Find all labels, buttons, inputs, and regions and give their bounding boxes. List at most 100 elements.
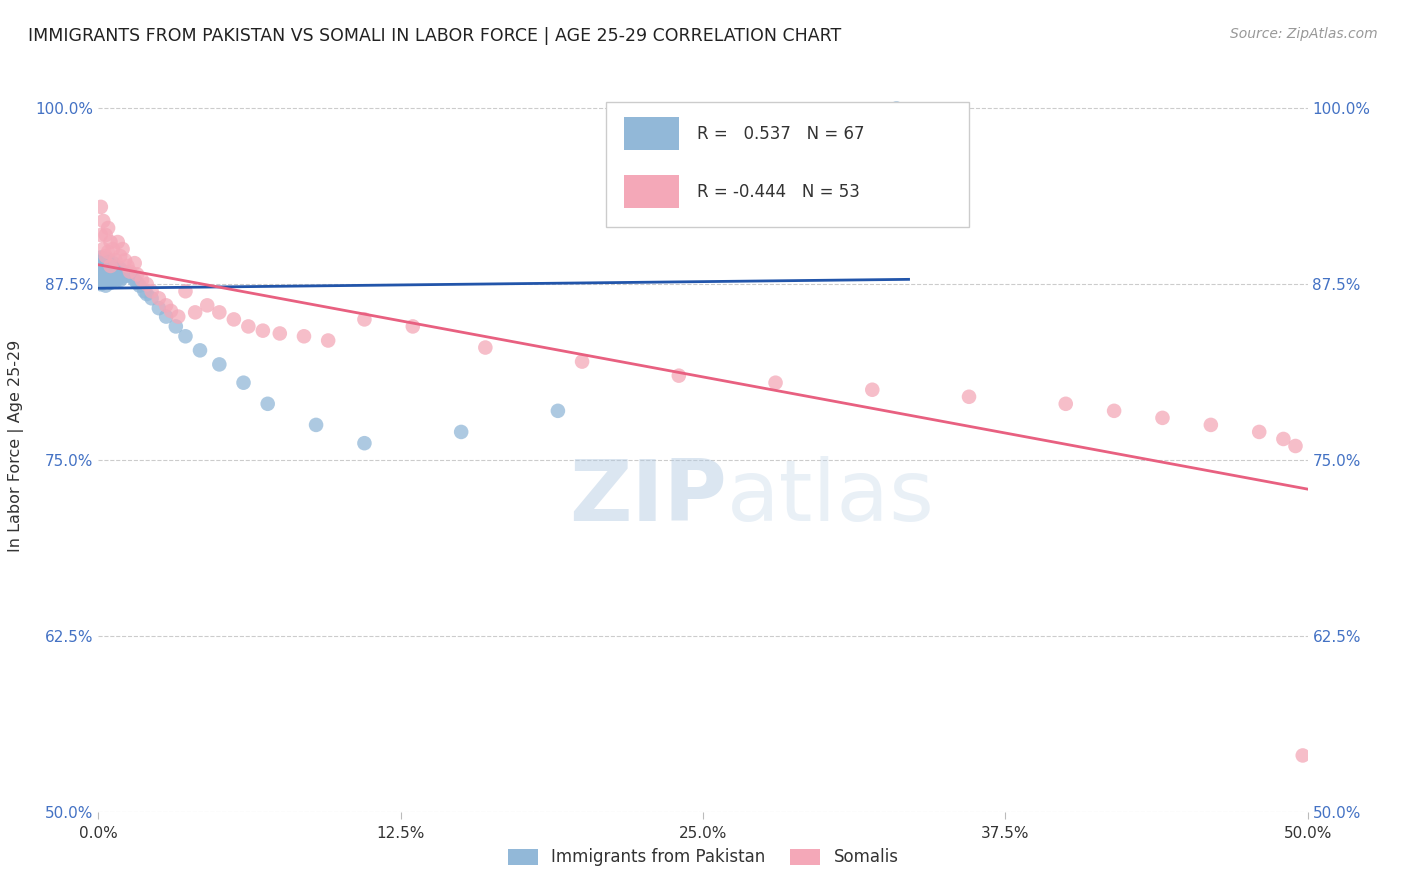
Point	[1054, 397, 1077, 411]
Point	[101, 261, 124, 276]
Point	[765, 376, 787, 390]
Point	[127, 268, 149, 282]
Point	[91, 252, 114, 266]
Point	[90, 268, 112, 282]
Point	[174, 329, 197, 343]
Point	[1292, 748, 1315, 763]
Point	[134, 285, 156, 299]
Point	[141, 285, 163, 299]
Point	[107, 260, 129, 275]
Point	[100, 276, 122, 290]
Point	[94, 273, 117, 287]
Point	[101, 273, 124, 287]
Point	[238, 319, 260, 334]
Point	[91, 266, 114, 280]
Point	[184, 305, 207, 319]
Point	[957, 390, 980, 404]
Point	[135, 277, 157, 292]
Point	[91, 256, 114, 270]
FancyBboxPatch shape	[624, 117, 679, 150]
Point	[292, 329, 315, 343]
Point	[94, 268, 117, 282]
Point	[97, 253, 120, 268]
Point	[256, 397, 278, 411]
Point	[104, 268, 127, 283]
Point	[100, 259, 122, 273]
Point	[668, 368, 690, 383]
Point	[94, 249, 117, 263]
Point	[111, 242, 134, 256]
Point	[90, 227, 112, 242]
Point	[1284, 439, 1306, 453]
Point	[107, 235, 129, 249]
Point	[402, 319, 425, 334]
Point	[101, 268, 124, 282]
Text: Source: ZipAtlas.com: Source: ZipAtlas.com	[1230, 27, 1378, 41]
Point	[104, 263, 127, 277]
Point	[111, 264, 134, 278]
Point	[100, 264, 122, 278]
Point	[316, 334, 339, 348]
Point	[90, 273, 112, 287]
Point	[90, 254, 112, 268]
Point	[91, 260, 114, 275]
Point	[195, 298, 218, 312]
Point	[108, 273, 131, 287]
Text: atlas: atlas	[727, 456, 935, 539]
Point	[90, 277, 112, 292]
Point	[1152, 410, 1174, 425]
Point	[114, 268, 136, 283]
Point	[305, 417, 328, 432]
Point	[1272, 432, 1295, 446]
Point	[100, 270, 122, 285]
Point	[450, 425, 472, 439]
FancyBboxPatch shape	[624, 176, 679, 209]
Point	[97, 244, 120, 259]
Point	[124, 273, 146, 287]
Text: R =   0.537   N = 67: R = 0.537 N = 67	[697, 125, 865, 143]
Point	[232, 376, 254, 390]
Point	[1199, 417, 1222, 432]
Point	[90, 259, 112, 273]
Point	[101, 256, 124, 270]
Point	[100, 235, 122, 249]
Point	[547, 404, 569, 418]
Point	[1249, 425, 1271, 439]
Point	[155, 298, 177, 312]
Legend: Immigrants from Pakistan, Somalis: Immigrants from Pakistan, Somalis	[501, 841, 905, 873]
Point	[91, 214, 114, 228]
Point	[124, 256, 146, 270]
Point	[886, 102, 908, 116]
FancyBboxPatch shape	[606, 103, 969, 227]
Point	[91, 276, 114, 290]
Point	[94, 227, 117, 242]
Point	[97, 221, 120, 235]
Point	[716, 115, 738, 129]
Point	[104, 253, 127, 268]
Point	[111, 270, 134, 285]
Point	[90, 251, 112, 265]
Point	[148, 301, 170, 315]
Point	[107, 266, 129, 280]
Point	[117, 266, 139, 280]
Point	[135, 287, 157, 301]
Point	[107, 271, 129, 285]
Point	[474, 341, 496, 355]
Point	[155, 310, 177, 324]
Point	[860, 383, 883, 397]
Point	[127, 276, 149, 290]
Y-axis label: In Labor Force | Age 25-29: In Labor Force | Age 25-29	[8, 340, 24, 552]
Point	[131, 273, 153, 287]
Point	[222, 312, 245, 326]
Point	[100, 259, 122, 273]
Point	[208, 305, 231, 319]
Point	[91, 270, 114, 285]
Point	[108, 268, 131, 282]
Point	[114, 253, 136, 268]
Point	[167, 310, 190, 324]
Point	[118, 264, 141, 278]
Point	[148, 291, 170, 305]
Point	[118, 268, 141, 282]
Point	[94, 261, 117, 276]
Point	[121, 270, 143, 285]
